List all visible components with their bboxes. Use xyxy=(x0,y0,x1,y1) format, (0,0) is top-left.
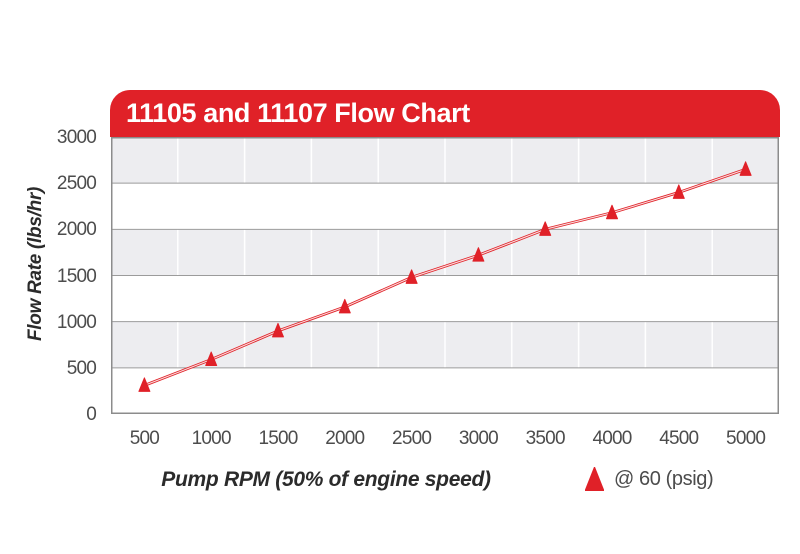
x-tick-label: 500 xyxy=(129,428,160,449)
x-axis-tick-labels: 500 1000 1500 2000 2500 3000 3500 4000 4500 5000 xyxy=(111,429,779,451)
x-tick-label: 4500 xyxy=(659,428,699,449)
data-point-triangle-marker xyxy=(606,204,618,220)
plot-area xyxy=(111,137,779,414)
x-tick-label: 3000 xyxy=(458,428,499,449)
x-tick-label: 3500 xyxy=(525,428,566,449)
data-point-triangle-marker xyxy=(138,377,151,392)
y-tick-label: 3000 xyxy=(56,127,97,148)
y-tick-label: 0 xyxy=(86,404,97,425)
x-tick-label: 1000 xyxy=(191,428,232,449)
legend-label: @ 60 (psig) xyxy=(614,467,714,490)
flow-line-chart xyxy=(111,137,779,414)
y-tick-label: 2500 xyxy=(56,173,97,195)
data-point-triangle-marker xyxy=(272,322,284,338)
chart-title-bar: 11105 and 11107 Flow Chart xyxy=(110,90,780,137)
plot-border xyxy=(111,137,779,414)
y-tick-label: 500 xyxy=(66,357,97,379)
y-tick-label: 2000 xyxy=(56,219,97,241)
data-point-triangle-marker xyxy=(405,269,418,284)
data-point-triangle-marker xyxy=(739,161,752,176)
x-tick-label: 2500 xyxy=(392,428,432,449)
legend-triangle-icon xyxy=(585,467,604,491)
x-tick-label: 5000 xyxy=(726,428,766,449)
y-tick-label: 1000 xyxy=(56,311,97,333)
x-axis-title: Pump RPM (50% of engine speed) xyxy=(161,468,491,491)
data-point-triangle-marker xyxy=(539,221,552,236)
y-axis-tick-labels: 0 500 1000 1500 2000 2500 3000 xyxy=(28,128,97,425)
chart-title: 11105 and 11107 Flow Chart xyxy=(126,98,470,128)
data-point-triangle-marker xyxy=(472,247,485,262)
series-line-highlight xyxy=(143,168,747,386)
x-tick-label: 4000 xyxy=(592,428,632,449)
x-tick-label: 1500 xyxy=(258,428,298,449)
x-tick-label: 2000 xyxy=(325,428,365,449)
data-point-triangle-marker xyxy=(338,298,351,314)
y-tick-label: 1500 xyxy=(56,265,97,287)
data-point-triangle-marker xyxy=(205,351,218,367)
data-point-triangle-marker xyxy=(672,184,685,199)
legend: @ 60 (psig) xyxy=(585,467,714,491)
